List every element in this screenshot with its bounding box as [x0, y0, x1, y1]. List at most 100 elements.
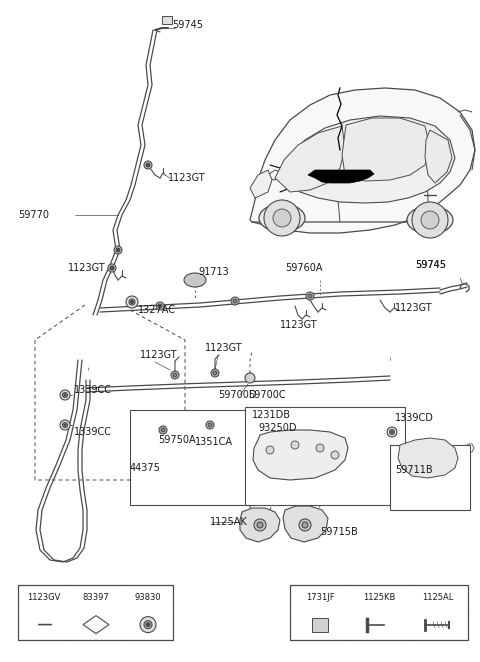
Text: 1327AC: 1327AC: [138, 305, 176, 315]
Polygon shape: [398, 438, 458, 478]
Circle shape: [387, 427, 397, 437]
Text: 1123GV: 1123GV: [27, 592, 60, 602]
Bar: [245, 407, 405, 505]
Polygon shape: [425, 130, 452, 183]
Polygon shape: [83, 616, 109, 634]
Circle shape: [316, 444, 324, 452]
Text: 1123GT: 1123GT: [395, 303, 432, 313]
Circle shape: [64, 424, 66, 426]
Ellipse shape: [259, 204, 305, 232]
Circle shape: [233, 299, 237, 303]
Circle shape: [331, 451, 339, 459]
Circle shape: [161, 428, 165, 432]
Text: 1125KB: 1125KB: [363, 592, 395, 602]
Circle shape: [257, 522, 263, 528]
Text: 59711B: 59711B: [395, 465, 432, 475]
Circle shape: [302, 522, 308, 528]
Circle shape: [108, 264, 116, 272]
Polygon shape: [250, 88, 475, 233]
Circle shape: [266, 446, 274, 454]
Polygon shape: [280, 116, 455, 203]
Text: 1123GT: 1123GT: [168, 173, 205, 183]
Polygon shape: [283, 506, 328, 542]
Text: 1351CA: 1351CA: [195, 437, 233, 447]
Circle shape: [131, 301, 133, 303]
Polygon shape: [250, 170, 272, 198]
Text: 93830: 93830: [135, 592, 161, 602]
Text: 59745: 59745: [415, 260, 446, 270]
Text: 91713: 91713: [198, 267, 229, 277]
Circle shape: [273, 209, 291, 227]
Text: 59750A: 59750A: [158, 435, 196, 445]
Circle shape: [140, 616, 156, 633]
Text: 1123GT: 1123GT: [68, 263, 106, 273]
Ellipse shape: [407, 206, 453, 234]
Text: 59700D: 59700D: [218, 390, 256, 400]
Text: 1123GT: 1123GT: [280, 320, 318, 330]
Circle shape: [144, 161, 152, 169]
Circle shape: [213, 371, 217, 375]
Polygon shape: [275, 126, 345, 192]
Circle shape: [231, 297, 239, 305]
Text: 44375: 44375: [130, 463, 161, 473]
Polygon shape: [308, 170, 374, 183]
Circle shape: [62, 422, 68, 428]
Circle shape: [62, 393, 68, 397]
Circle shape: [306, 292, 314, 300]
Circle shape: [144, 620, 152, 629]
Bar: [390, 445, 470, 510]
Circle shape: [208, 423, 212, 427]
Circle shape: [391, 431, 393, 433]
Circle shape: [159, 426, 167, 434]
Text: 1339CD: 1339CD: [395, 413, 434, 423]
Text: 83397: 83397: [83, 592, 109, 602]
Text: 1125AK: 1125AK: [210, 517, 248, 527]
Circle shape: [116, 248, 120, 252]
Bar: [130, 410, 255, 505]
Circle shape: [60, 390, 70, 400]
Polygon shape: [240, 508, 280, 542]
Text: 1123GT: 1123GT: [205, 343, 242, 353]
Polygon shape: [253, 430, 348, 480]
Circle shape: [60, 420, 70, 430]
Circle shape: [129, 299, 135, 305]
Text: 59745: 59745: [415, 260, 446, 270]
Circle shape: [421, 211, 439, 229]
Ellipse shape: [184, 273, 206, 287]
Circle shape: [64, 394, 66, 396]
Text: 93250D: 93250D: [258, 423, 297, 433]
Circle shape: [173, 373, 177, 377]
Circle shape: [308, 294, 312, 298]
Circle shape: [264, 200, 300, 236]
Circle shape: [158, 304, 162, 308]
Circle shape: [146, 622, 150, 627]
Circle shape: [126, 296, 138, 308]
Circle shape: [171, 371, 179, 379]
Circle shape: [206, 421, 214, 429]
Polygon shape: [342, 118, 430, 181]
Text: 59760A: 59760A: [285, 263, 323, 273]
Circle shape: [211, 369, 219, 377]
Circle shape: [299, 519, 311, 531]
Circle shape: [146, 163, 150, 167]
Text: 1339CC: 1339CC: [74, 385, 112, 395]
Bar: [290, 585, 468, 640]
Text: 59770: 59770: [18, 210, 49, 220]
Circle shape: [254, 519, 266, 531]
Circle shape: [291, 441, 299, 449]
Text: 59745: 59745: [172, 20, 203, 30]
Circle shape: [316, 620, 324, 629]
Circle shape: [389, 430, 395, 434]
Circle shape: [156, 302, 164, 310]
Text: 1231DB: 1231DB: [252, 410, 291, 420]
Circle shape: [110, 266, 114, 270]
Text: 1125AL: 1125AL: [422, 592, 454, 602]
Text: 1123GT: 1123GT: [140, 350, 178, 360]
Bar: [162, 16, 172, 24]
Circle shape: [245, 373, 255, 383]
Bar: [18, 585, 173, 640]
Polygon shape: [312, 618, 328, 632]
Text: 59715B: 59715B: [320, 527, 358, 537]
Text: 1731JF: 1731JF: [306, 592, 334, 602]
Circle shape: [114, 246, 122, 254]
